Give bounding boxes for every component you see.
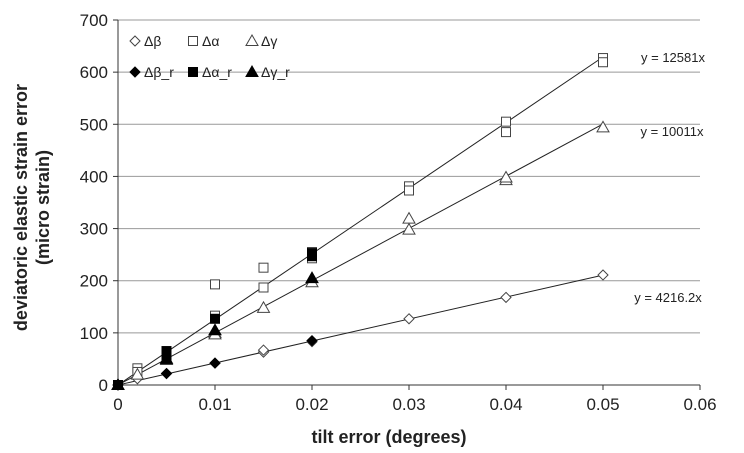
- y-tick-label: 0: [99, 376, 108, 395]
- legend-marker: [188, 36, 198, 46]
- data-point: [257, 344, 270, 356]
- y-tick-label: 100: [80, 324, 108, 343]
- x-tick-label: 0.03: [392, 395, 425, 414]
- data-point: [258, 282, 269, 293]
- legend-marker: [245, 33, 259, 46]
- axis-titles: tilt error (degrees) deviatoric elastic s…: [11, 84, 467, 447]
- data-point: [111, 377, 125, 390]
- y-tick-label: 500: [80, 115, 108, 134]
- data-point: [596, 120, 610, 133]
- data-point: [499, 170, 513, 183]
- x-axis-title: tilt error (degrees): [311, 427, 466, 447]
- trendline: [117, 123, 604, 386]
- data-point: [598, 57, 608, 68]
- data-point: [306, 334, 318, 347]
- y-axis-title-line: deviatoric elastic strain error: [11, 84, 31, 331]
- data-point: [305, 271, 319, 284]
- data-point: [402, 211, 416, 224]
- data-point: [597, 269, 609, 281]
- trendline-equation: y = 12581x: [641, 50, 705, 65]
- x-tick-label: 0.01: [198, 395, 231, 414]
- data-point: [403, 313, 415, 325]
- legend-label: Δβ_r: [144, 64, 174, 80]
- y-tick-label: 400: [80, 167, 108, 186]
- axes: [113, 19, 701, 390]
- legend-marker: [129, 35, 141, 47]
- data-point: [160, 367, 173, 380]
- data-point: [402, 222, 416, 235]
- data-point: [500, 291, 512, 304]
- x-tick-label: 0.05: [586, 395, 619, 414]
- x-tick-label: 0.06: [683, 395, 716, 414]
- data-point: [501, 116, 511, 127]
- trendline-equation: y = 10011x: [640, 124, 704, 139]
- data-point: [159, 351, 174, 364]
- y-axis-title: deviatoric elastic strain error (micro st…: [11, 84, 53, 331]
- legend-label: Δβ: [144, 33, 161, 49]
- data-point: [256, 300, 271, 313]
- trendline-equation: y = 4216.2x: [634, 290, 702, 305]
- legend-marker: [245, 64, 259, 77]
- data-point: [501, 127, 511, 138]
- trendline: [117, 274, 604, 386]
- data-point: [130, 367, 145, 380]
- legend-label: Δα: [202, 33, 219, 49]
- data-point: [208, 323, 222, 336]
- data-point: [307, 251, 317, 262]
- x-tick-label: 0.04: [489, 395, 522, 414]
- data-point: [404, 185, 414, 196]
- legend-label: Δγ_r: [261, 64, 290, 80]
- x-tick-label: 0.02: [295, 395, 328, 414]
- y-tick-label: 600: [80, 63, 108, 82]
- data-point: [210, 279, 220, 290]
- tick-labels: 0 100 200 300 400 500 600 700 0 0.01 0.02 0.03 0.04 0…: [80, 11, 717, 414]
- y-tick-label: 200: [80, 272, 108, 291]
- y-tick-label: 700: [80, 11, 108, 30]
- data-point: [210, 313, 220, 324]
- data-points: [111, 53, 610, 391]
- x-tick-label: 0: [113, 395, 122, 414]
- legend: Δβ Δα Δγ Δβ_r Δα_r Δγ_r: [129, 33, 290, 80]
- legend-label: Δα_r: [202, 64, 232, 80]
- data-point: [209, 357, 221, 369]
- trendlines: y = 12581x y = 10011x y = 4216.2x: [117, 50, 705, 386]
- y-axis-title-line: (micro strain): [33, 150, 53, 265]
- data-point: [258, 262, 269, 273]
- trendline: [117, 56, 604, 386]
- legend-marker: [188, 67, 198, 77]
- legend-marker: [129, 66, 141, 78]
- legend-label: Δγ: [261, 33, 277, 49]
- y-tick-label: 300: [80, 220, 108, 239]
